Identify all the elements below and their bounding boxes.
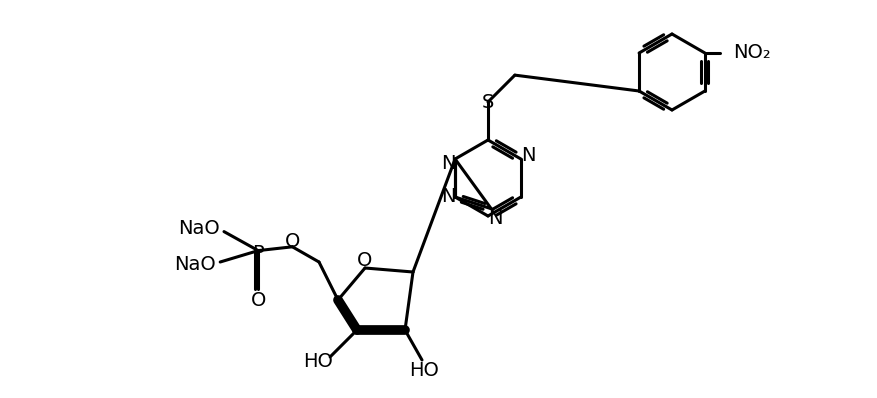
Text: N: N xyxy=(440,154,455,174)
Text: HO: HO xyxy=(409,361,438,380)
Text: HO: HO xyxy=(303,352,332,371)
Text: NaO: NaO xyxy=(175,256,216,275)
Text: N: N xyxy=(488,209,502,228)
Text: O: O xyxy=(357,250,372,269)
Text: O: O xyxy=(284,232,300,251)
Text: NaO: NaO xyxy=(178,219,219,238)
Text: O: O xyxy=(250,291,266,310)
Text: P: P xyxy=(252,244,264,263)
Text: N: N xyxy=(440,187,455,207)
Text: NO₂: NO₂ xyxy=(732,43,770,62)
Text: S: S xyxy=(481,92,494,111)
Text: N: N xyxy=(520,146,535,166)
